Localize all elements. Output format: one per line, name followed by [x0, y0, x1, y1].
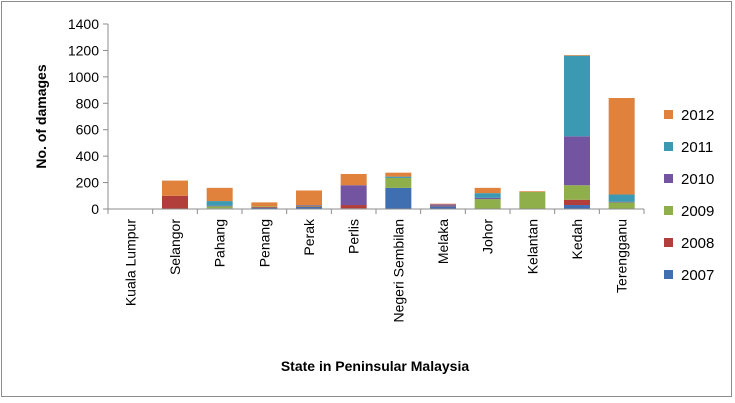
stacked-bar-chart: 0 200 400 600 800 1000 1200 1400 Kuala Lumpur Se…: [33, 16, 714, 374]
bar-segment-2008: [162, 195, 188, 209]
x-tick-label: Pahang: [212, 219, 228, 267]
bar-segment-2009: [251, 206, 278, 208]
legend-label-2008: 2008: [681, 235, 714, 252]
bar-segment-2008: [296, 206, 322, 208]
legend-swatch-2009: [664, 206, 673, 215]
legend-label-2009: 2009: [681, 203, 714, 220]
x-tick-label: Kuala Lumpur: [122, 219, 138, 307]
bar-segment-2008: [430, 205, 456, 207]
bar-segment-2010: [474, 197, 501, 200]
bar-segment-2007: [296, 207, 322, 209]
bar-segment-2010: [206, 205, 233, 207]
bar-segment-2012: [340, 173, 367, 186]
legend-swatch-2012: [664, 110, 673, 119]
legend-swatch-2008: [664, 238, 673, 247]
bar-segment-2012: [251, 202, 278, 207]
bar-segment-2009: [474, 199, 501, 209]
bar-segment-2009: [206, 206, 233, 209]
bar-segment-2008: [251, 207, 278, 208]
bar-segment-2007: [385, 187, 412, 209]
bar-segment-2012: [519, 191, 546, 192]
bar-segment-2009: [608, 202, 635, 209]
bar-segment-2012: [162, 180, 188, 196]
y-tick-label: 1400: [68, 16, 99, 32]
legend-label-2012: 2012: [681, 107, 714, 124]
legend-label-2007: 2007: [681, 267, 714, 284]
bar-segment-2011: [385, 176, 412, 178]
bar-segment-2011: [608, 194, 635, 202]
bar-segment-2007: [251, 207, 278, 209]
bar-segment-2010: [340, 185, 367, 206]
y-axis-title: No. of damages: [33, 64, 49, 168]
y-tick-label: 600: [76, 122, 100, 138]
bar-segment-2011: [474, 193, 501, 198]
bar-segment-2009: [296, 205, 322, 207]
x-tick-label: Perak: [301, 218, 317, 256]
y-tick-label: 400: [76, 148, 100, 164]
y-tick-label: 1200: [68, 42, 99, 58]
bars-group: [162, 55, 635, 209]
x-tick-label: Kelantan: [524, 219, 540, 274]
y-tick-label: 0: [91, 201, 99, 217]
bar-segment-2012: [564, 55, 590, 56]
legend-label-2011: 2011: [681, 139, 713, 156]
bar-segment-2008: [564, 199, 590, 206]
y-tick-label: 200: [76, 175, 100, 191]
bar-segment-2007: [564, 205, 590, 209]
x-axis-title: State in Peninsular Malaysia: [281, 358, 470, 374]
bar-segment-2010: [296, 205, 322, 206]
bar-segment-2008: [340, 205, 367, 209]
x-tick-label: Selangor: [167, 219, 183, 275]
bar-segment-2012: [608, 98, 635, 195]
legend-swatch-2007: [664, 270, 673, 279]
legend-swatch-2010: [664, 174, 673, 183]
bar-segment-2007: [430, 206, 456, 209]
legend: 2012 2011 2010 2009 2008 2007: [664, 107, 714, 284]
x-tick-label: Johor: [480, 219, 496, 254]
x-tick-label: Penang: [256, 219, 272, 267]
bar-segment-2010: [608, 201, 635, 203]
chart-frame: 0 200 400 600 800 1000 1200 1400 Kuala Lumpur Se…: [1, 1, 732, 397]
x-tick-label: Terengganu: [614, 219, 630, 293]
x-tick-label: Melaka: [435, 219, 451, 264]
bar-segment-2009: [519, 191, 546, 209]
legend-label-2010: 2010: [681, 171, 714, 188]
x-tick-label: Perlis: [346, 219, 362, 254]
x-tick-label: Negeri Sembilan: [390, 219, 406, 323]
bar-segment-2012: [430, 203, 456, 205]
bar-segment-2009: [564, 185, 590, 200]
bar-segment-2010: [564, 136, 590, 186]
bar-segment-2011: [564, 55, 590, 137]
x-axis-ticks: Kuala Lumpur Selangor Pahang Penang Perak Per…: [107, 209, 645, 323]
y-axis-ticks: 0 200 400 600 800 1000 1200 1400: [68, 16, 108, 217]
bar-segment-2010: [430, 204, 456, 206]
bar-segment-2011: [206, 201, 233, 206]
bar-segment-2012: [385, 172, 412, 177]
axes: [107, 24, 644, 210]
bar-segment-2012: [474, 187, 501, 194]
bar-segment-2012: [206, 187, 233, 202]
legend-swatch-2011: [664, 142, 673, 151]
bar-segment-2012: [296, 190, 322, 206]
y-tick-label: 800: [76, 95, 100, 111]
y-tick-label: 1000: [68, 69, 99, 85]
x-tick-label: Kedah: [569, 219, 585, 259]
bar-segment-2009: [385, 177, 412, 188]
